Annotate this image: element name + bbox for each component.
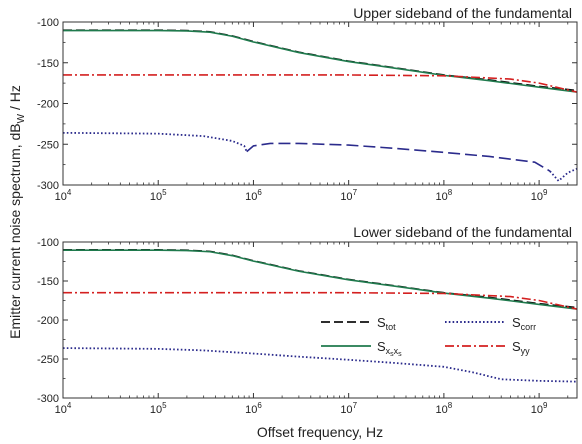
x-tick-label: 105 <box>150 188 167 203</box>
x-tick-label: 109 <box>531 188 548 203</box>
panel-title: Upper sideband of the fundamental <box>353 5 572 21</box>
panel-title: Lower sideband of the fundamental <box>353 224 572 240</box>
y-tick-label: -150 <box>37 58 59 70</box>
x-tick-label: 107 <box>340 188 357 203</box>
series-line-yy <box>63 291 577 310</box>
series-line-corr <box>63 347 577 383</box>
legend-label-corr: Scorr <box>512 315 536 332</box>
x-tick-label: 106 <box>245 401 262 416</box>
series-line-yy <box>63 74 577 93</box>
x-tick-label: 109 <box>531 401 548 416</box>
x-tick-label: 106 <box>245 188 262 203</box>
legend-label-xsxs: Sxsxs <box>377 339 402 358</box>
y-tick-label: -250 <box>37 354 59 366</box>
panel-upper: Upper sideband of the fundamental 104 105 1… <box>37 5 578 203</box>
x-tick-label: 108 <box>436 188 453 203</box>
x-axis-label: Offset frequency, Hz <box>257 424 383 440</box>
y-tick-label: -100 <box>37 17 59 29</box>
x-tick-label: 108 <box>436 401 453 416</box>
panel-lower: Lower sideband of the fundamental 104 105 1… <box>37 224 578 416</box>
x-tick-label: 107 <box>340 401 357 416</box>
series-line-corr3 <box>549 167 577 183</box>
y-tick-label: -250 <box>37 139 59 151</box>
legend: Stot Scorr Sxsxs Syy <box>321 315 536 358</box>
legend-label-tot: Stot <box>377 315 396 332</box>
y-tick-label: -300 <box>37 180 59 192</box>
y-axis-label: Emitter current noise spectrum, dBW / Hz <box>7 85 27 339</box>
series-line-xsxs <box>63 29 577 93</box>
y-tick-label: -100 <box>37 237 59 249</box>
series-line-corr2 <box>246 142 551 172</box>
y-tick-label: -150 <box>37 276 59 288</box>
series-line-corr <box>63 131 248 152</box>
x-tick-label: 104 <box>55 188 72 203</box>
y-tick-label: -200 <box>37 315 59 327</box>
series-line-xsxs <box>63 249 577 310</box>
legend-label-yy: Syy <box>512 339 530 356</box>
y-tick-label: -300 <box>37 393 59 405</box>
plot-frame <box>62 241 578 399</box>
x-tick-label: 105 <box>150 401 167 416</box>
plot-frame <box>62 21 578 186</box>
y-tick-label: -200 <box>37 99 59 111</box>
x-tick-label: 104 <box>55 401 72 416</box>
